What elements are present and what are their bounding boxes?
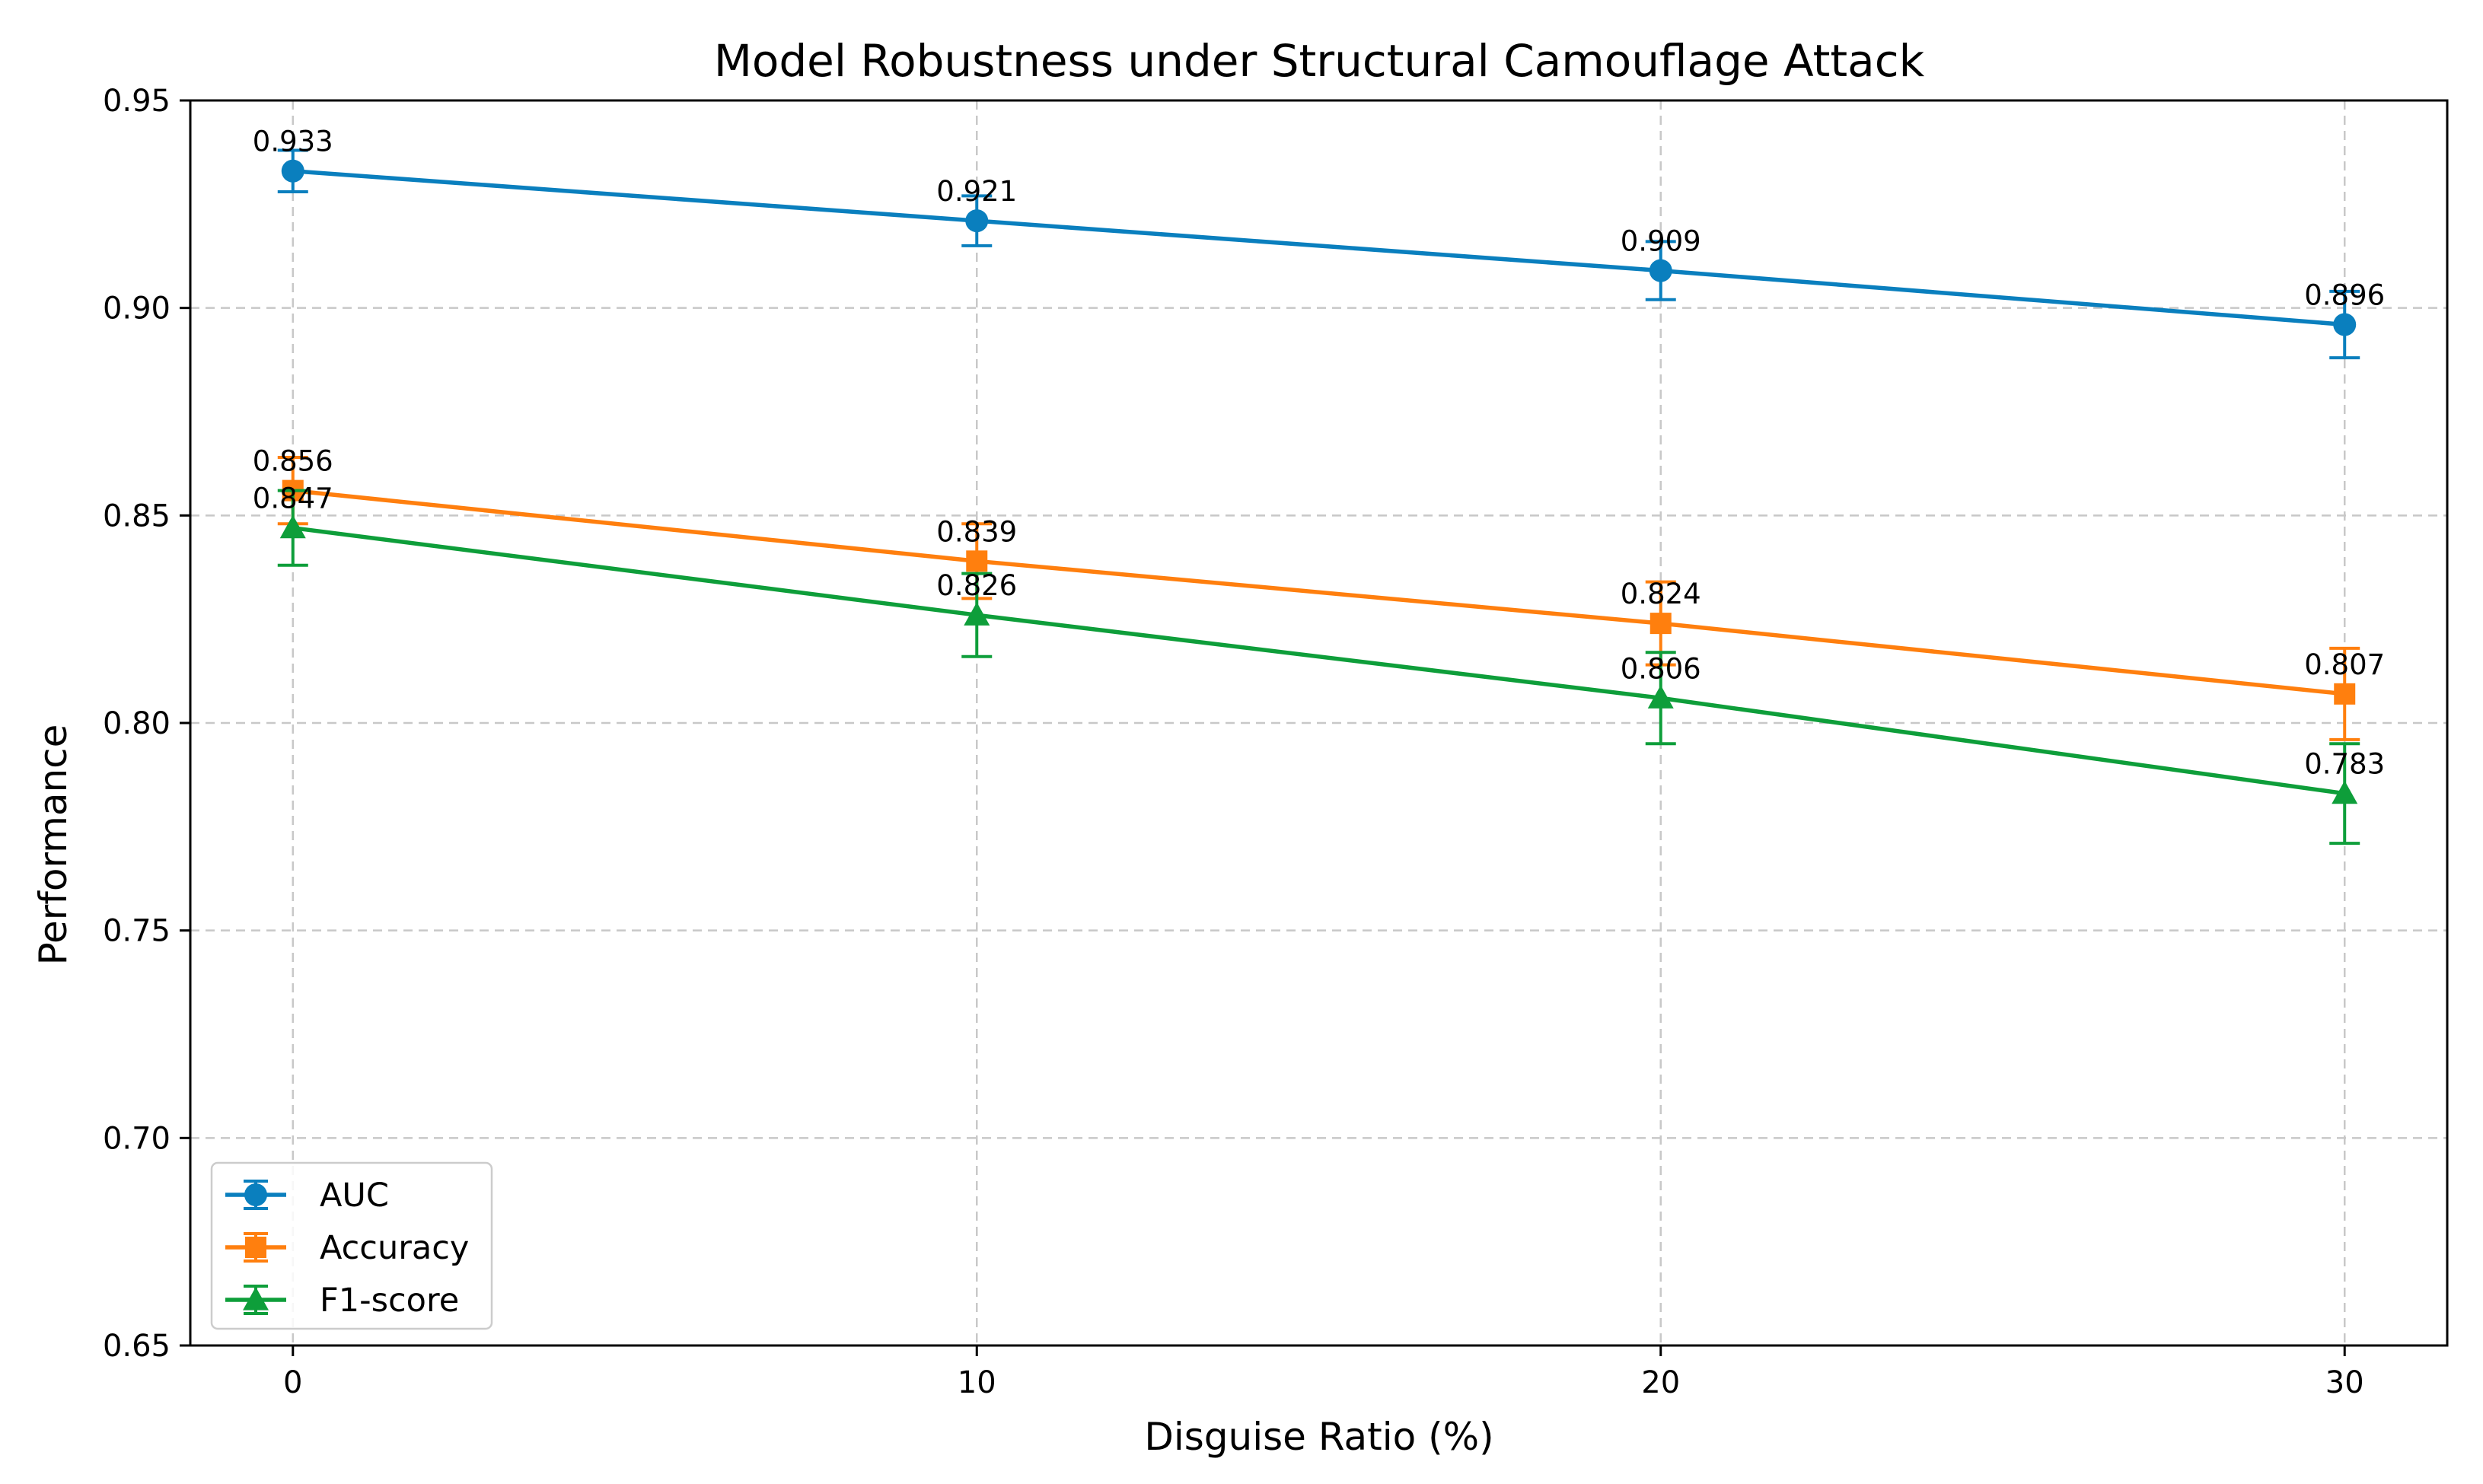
y-tick-label: 0.75 [103, 914, 171, 949]
f1-score-point [2332, 780, 2358, 804]
y-tick-label: 0.85 [103, 498, 171, 533]
accuracy-point [1649, 613, 1672, 635]
legend-swatch-marker [245, 1237, 266, 1258]
legend-item-accuracy: Accuracy [225, 1229, 469, 1267]
axis-ticks: 0.65 0.70 0.75 0.80 0.85 0.90 0.95 0 10 20 30 [103, 84, 2364, 1400]
auc-point [281, 159, 304, 183]
x-axis-title: Disguise Ratio (%) [1144, 1415, 1493, 1459]
auc-line [292, 168, 2345, 327]
y-axis-title: Performance [31, 724, 75, 966]
accuracy-data-label: 0.839 [936, 515, 1017, 548]
chart-title: Model Robustness under Structural Camouf… [714, 35, 1925, 87]
legend-box [210, 1161, 493, 1330]
auc-data-label: 0.896 [2304, 279, 2385, 311]
x-tick-label: 0 [283, 1365, 302, 1400]
f1-score-data-label: 0.847 [253, 482, 333, 515]
y-tick-label: 0.65 [103, 1329, 171, 1364]
grid [190, 100, 2447, 1345]
accuracy-data-label: 0.824 [1621, 578, 1701, 610]
legend: AUC Accuracy F1-score [210, 1161, 493, 1330]
legend-label-f1-score: F1-score [320, 1282, 459, 1320]
accuracy-point [966, 550, 988, 572]
series-f1-score [277, 489, 2360, 845]
legend-item-f1-score: F1-score [225, 1282, 459, 1320]
series-auc [277, 148, 2360, 360]
x-tick-label: 10 [958, 1365, 996, 1400]
f1-score-point [964, 602, 990, 626]
series-layer [277, 148, 2360, 845]
f1-score-data-label: 0.826 [936, 569, 1017, 602]
f1-score-line [292, 525, 2345, 796]
auc-data-label: 0.909 [1621, 225, 1701, 258]
legend-swatch-marker [244, 1183, 267, 1206]
y-tick-label: 0.90 [103, 291, 171, 326]
auc-point [2333, 313, 2357, 336]
legend-label-auc: AUC [320, 1177, 389, 1215]
f1-score-data-label: 0.806 [1621, 652, 1701, 685]
auc-point [965, 209, 989, 233]
legend-swatch-marker [243, 1287, 269, 1310]
y-tick-label: 0.80 [103, 706, 171, 741]
x-tick-label: 30 [2325, 1365, 2364, 1400]
accuracy-data-label: 0.807 [2304, 648, 2385, 681]
auc-point [1649, 259, 1672, 282]
auc-data-label: 0.921 [936, 175, 1017, 208]
f1-score-point [1647, 685, 1674, 709]
accuracy-point [2334, 683, 2356, 705]
auc-data-label: 0.933 [253, 126, 333, 158]
accuracy-data-label: 0.856 [253, 445, 333, 478]
x-tick-label: 20 [1641, 1365, 1680, 1400]
legend-item-auc: AUC [225, 1177, 389, 1215]
legend-label-accuracy: Accuracy [320, 1229, 469, 1267]
f1-score-data-label: 0.783 [2304, 748, 2385, 781]
y-tick-label: 0.95 [103, 84, 171, 119]
f1-score-point [279, 514, 306, 539]
data-labels: 0.933 0.921 0.909 0.896 0.856 0.839 0.824 0.807… [253, 126, 2385, 781]
y-tick-label: 0.70 [103, 1121, 171, 1156]
accuracy-line [292, 488, 2345, 696]
